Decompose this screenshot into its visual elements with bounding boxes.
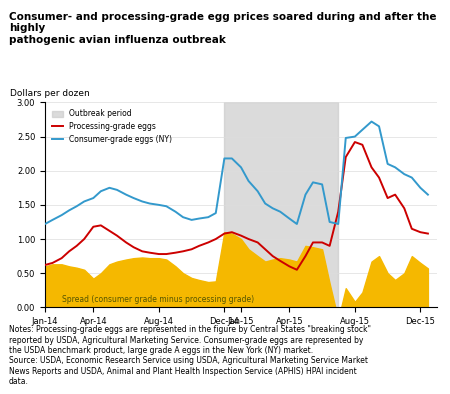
Text: Notes: Processing-grade eggs are represented in the figure by Central States "br: Notes: Processing-grade eggs are represe… (9, 325, 371, 386)
Text: Consumer- and processing-grade egg prices soared during and after the highly
pat: Consumer- and processing-grade egg price… (9, 12, 436, 45)
Legend: Outbreak period, Processing-grade eggs, Consumer-grade eggs (NY): Outbreak period, Processing-grade eggs, … (49, 106, 176, 147)
Text: Spread (consumer grade minus processing grade): Spread (consumer grade minus processing … (62, 295, 254, 304)
Bar (225, 102, 338, 307)
Text: Dollars per dozen: Dollars per dozen (10, 89, 90, 98)
